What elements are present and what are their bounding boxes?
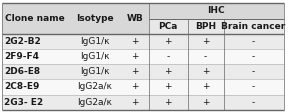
Text: IgG1/κ: IgG1/κ xyxy=(80,52,109,61)
Text: -: - xyxy=(167,52,170,61)
Bar xyxy=(188,79,224,95)
Text: WB: WB xyxy=(127,14,143,23)
Bar xyxy=(2,64,68,79)
Bar xyxy=(148,64,188,79)
Text: IgG1/κ: IgG1/κ xyxy=(80,67,109,76)
Bar xyxy=(148,3,284,19)
Text: IgG1/κ: IgG1/κ xyxy=(80,37,109,46)
Text: +: + xyxy=(202,98,209,107)
Text: -: - xyxy=(252,82,255,92)
Text: -: - xyxy=(252,37,255,46)
Text: +: + xyxy=(202,82,209,92)
Bar xyxy=(2,34,68,49)
Bar xyxy=(122,79,148,95)
Bar xyxy=(148,95,188,110)
Text: Brain cancer: Brain cancer xyxy=(221,22,286,31)
Text: +: + xyxy=(131,37,139,46)
Bar xyxy=(188,95,224,110)
Text: 2C8-E9: 2C8-E9 xyxy=(4,82,40,92)
Text: +: + xyxy=(164,82,172,92)
Text: +: + xyxy=(131,52,139,61)
Text: +: + xyxy=(202,67,209,76)
Text: +: + xyxy=(131,67,139,76)
Text: +: + xyxy=(131,82,139,92)
Text: IgG2a/κ: IgG2a/κ xyxy=(77,98,112,107)
Bar xyxy=(188,34,224,49)
Text: Clone name: Clone name xyxy=(4,14,64,23)
Bar xyxy=(68,95,122,110)
Bar xyxy=(148,79,188,95)
Text: 2G2-B2: 2G2-B2 xyxy=(4,37,41,46)
Bar xyxy=(68,3,122,34)
Text: -: - xyxy=(252,52,255,61)
Bar xyxy=(224,19,284,34)
Text: 2F9-F4: 2F9-F4 xyxy=(4,52,40,61)
Text: +: + xyxy=(164,37,172,46)
Bar xyxy=(122,3,148,34)
Bar xyxy=(148,49,188,64)
Bar xyxy=(68,64,122,79)
Text: 2G3- E2: 2G3- E2 xyxy=(4,98,44,107)
Bar xyxy=(148,34,188,49)
Bar xyxy=(122,34,148,49)
Text: IHC: IHC xyxy=(207,6,225,15)
Bar xyxy=(224,34,284,49)
Bar xyxy=(2,95,68,110)
Text: Isotype: Isotype xyxy=(76,14,113,23)
Text: +: + xyxy=(202,37,209,46)
Bar xyxy=(224,49,284,64)
Text: 2D6-E8: 2D6-E8 xyxy=(4,67,40,76)
Bar xyxy=(188,19,224,34)
Bar xyxy=(224,95,284,110)
Bar xyxy=(148,19,188,34)
Bar xyxy=(2,49,68,64)
Bar xyxy=(188,49,224,64)
Text: PCa: PCa xyxy=(158,22,178,31)
Bar xyxy=(122,49,148,64)
Bar xyxy=(122,64,148,79)
Bar xyxy=(224,64,284,79)
Bar xyxy=(2,3,68,34)
Text: -: - xyxy=(252,98,255,107)
Bar xyxy=(122,95,148,110)
Text: +: + xyxy=(164,98,172,107)
Text: +: + xyxy=(164,67,172,76)
Bar xyxy=(188,64,224,79)
Bar xyxy=(68,49,122,64)
Text: IgG2a/κ: IgG2a/κ xyxy=(77,82,112,92)
Text: BPH: BPH xyxy=(195,22,216,31)
Text: +: + xyxy=(131,98,139,107)
Bar xyxy=(2,79,68,95)
Bar xyxy=(68,34,122,49)
Text: -: - xyxy=(204,52,207,61)
Bar xyxy=(68,79,122,95)
Bar xyxy=(224,79,284,95)
Text: -: - xyxy=(252,67,255,76)
